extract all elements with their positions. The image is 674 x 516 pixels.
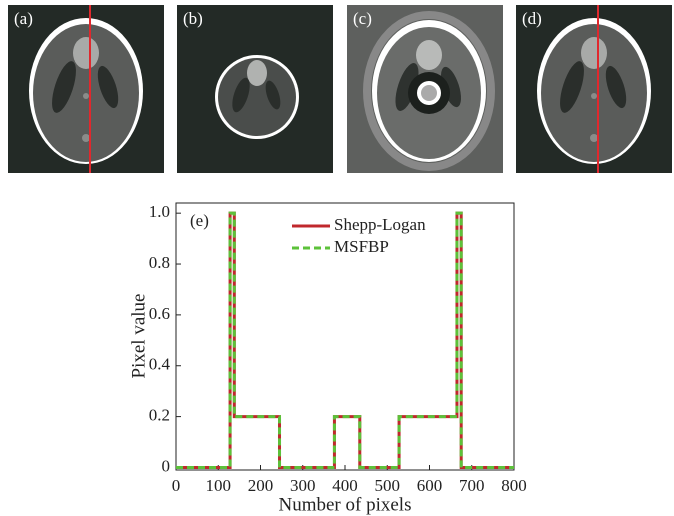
panel-label: (b) [183, 9, 203, 28]
panel-a: (a) [8, 5, 164, 173]
x-tick-label: 100 [206, 476, 232, 495]
panel-label: (c) [353, 9, 372, 28]
panel-label: (d) [522, 9, 542, 28]
y-axis-label: Pixel value [128, 294, 149, 379]
y-tick-label: 0.8 [149, 253, 170, 272]
panel-c: (c) [347, 5, 503, 173]
x-axis-label: Number of pixels [279, 494, 412, 515]
x-tick-label: 200 [248, 476, 274, 495]
x-tick-label: 600 [417, 476, 443, 495]
y-tick-label: 1.0 [149, 202, 170, 221]
panel-b: (b) [177, 5, 333, 173]
x-tick-label: 700 [459, 476, 485, 495]
annotation: (e) [190, 211, 209, 230]
panel-label: (a) [14, 9, 33, 28]
y-tick-label: 0.2 [149, 406, 170, 425]
y-tick-label: 0.4 [149, 355, 171, 374]
x-tick-label: 500 [375, 476, 401, 495]
x-tick-label: 300 [290, 476, 316, 495]
legend-label: Shepp-Logan [334, 215, 426, 234]
panel-d: (d) [516, 5, 672, 173]
x-tick-label: 800 [501, 476, 527, 495]
x-tick-label: 0 [172, 476, 181, 495]
y-tick-label: 0 [162, 456, 171, 475]
legend-label: MSFBP [334, 237, 389, 256]
figure: (a) (b) (c) (d) (e) Number of pixels Pix… [0, 0, 674, 516]
y-tick-label: 0.6 [149, 304, 170, 323]
x-tick-label: 400 [332, 476, 358, 495]
